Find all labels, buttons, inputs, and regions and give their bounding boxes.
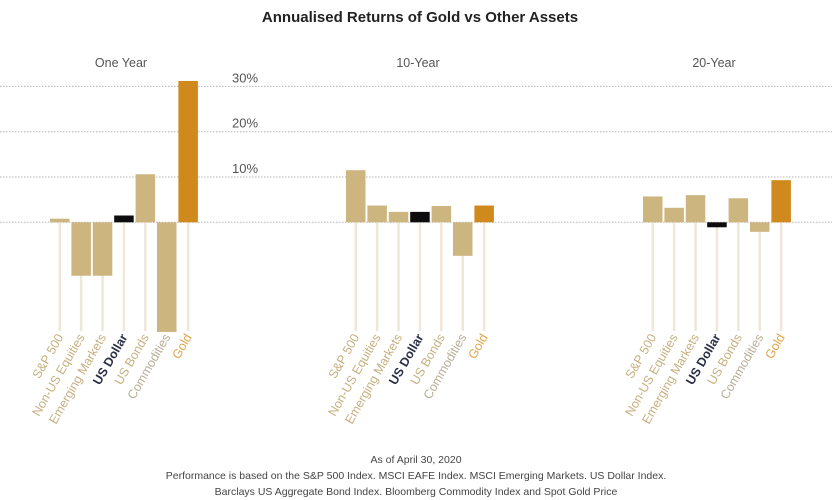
bar-gold [474,205,494,223]
bar-s-p-500 [346,170,366,223]
footer-source-line-1: Performance is based on the S&P 500 Inde… [165,470,667,482]
y-tick-label: 20% [232,116,258,131]
bar-us-bonds [728,198,749,223]
returns-chart: Annualised Returns of Gold vs Other Asse… [0,9,832,426]
category-label: Gold [465,331,490,361]
bar-emerging-markets [388,211,409,223]
y-tick-label: 30% [232,70,258,85]
category-label: Gold [762,331,787,361]
y-tick-labels: 10% 20% 30% [232,70,258,176]
bar-s-p-500 [643,196,663,223]
bar-us-dollar [114,215,134,223]
bar-non-us-equities [71,222,91,276]
bar-commodities [750,222,770,232]
panel-title: 10-Year [396,56,439,70]
bar-commodities [157,222,177,332]
footer-notes: As of April 30, 2020 Performance is base… [0,452,832,500]
bar-us-bonds [135,174,156,223]
y-tick-label: 10% [232,161,258,176]
chart-title: Annualised Returns of Gold vs Other Asse… [262,9,578,26]
footer-date: As of April 30, 2020 [370,454,462,466]
footer-source-line-2: Barclays US Aggregate Bond Index. Bloomb… [214,486,618,498]
panel-title: One Year [95,56,147,70]
bar-emerging-markets [92,222,113,276]
bar-gold [771,180,791,223]
bar-emerging-markets [685,195,706,223]
bar-us-bonds [431,205,452,223]
bar-s-p-500 [50,218,70,223]
bar-non-us-equities [664,207,684,223]
bar-gold [178,80,198,223]
bar-us-dollar [707,222,727,228]
bar-non-us-equities [367,205,387,223]
bar-us-dollar [410,211,430,223]
category-label: Gold [169,331,194,361]
bar-commodities [453,222,473,256]
panel-title: 20-Year [692,56,735,70]
gridlines [0,85,832,223]
